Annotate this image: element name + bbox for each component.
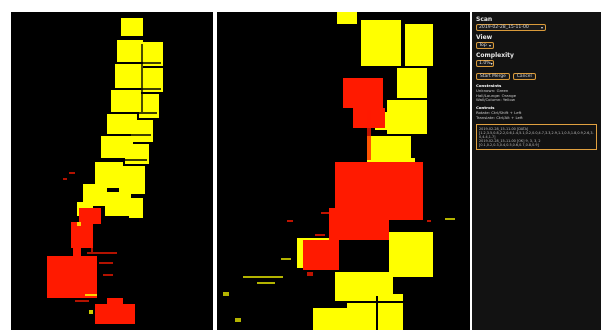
info-heading: Controls — [476, 105, 495, 111]
info-line: Wall/Column: Yellow — [476, 97, 515, 103]
log-line: [0.1,0.2,0.3,0.4,0.5,0.6,0.7,0.8,0.9] — [479, 143, 539, 148]
complexity-label: Complexity — [476, 52, 514, 59]
cancel-button[interactable]: Cancel — [512, 73, 536, 80]
wall-gaps — [335, 22, 433, 330]
scan-select-value: 2019-02-28_15-11-00 — [479, 25, 529, 30]
chevron-down-icon: ▾ — [490, 61, 493, 66]
scan-label: Scan — [476, 16, 493, 23]
point-cloud-render-right — [217, 12, 470, 330]
view-label: View — [476, 34, 493, 41]
info-line: Rotate: Ctrl/Shift + Left — [476, 109, 522, 115]
info-line: Hall/Lounge: Orange — [476, 92, 516, 98]
info-line: Unknown: Green — [476, 87, 509, 93]
log-line: 2019-02-28_15-11-00 [OK] 9, 3, 3, 2 — [479, 139, 541, 144]
room-blocks-yellow — [77, 18, 163, 218]
room-blocks-red — [303, 78, 423, 270]
info-line: Translate: Ctrl/Alt + Left — [476, 114, 523, 120]
complexity-select-value: 1.0% — [479, 61, 491, 66]
action-buttons: Start Merge Cancel — [476, 73, 597, 80]
point-cloud-viewport-left[interactable] — [11, 12, 213, 330]
room-blocks-red — [47, 208, 135, 324]
control-panel: Scan 2019-02-28_15-11-00 ▾ View Top ▾ Co… — [472, 12, 601, 330]
log-line: [1.2,3.5,0.8,2.2,0.6,1.4,5.1,0.2,0.0,4.7… — [479, 130, 594, 139]
view-select[interactable]: Top ▾ — [476, 42, 494, 49]
merge-log: 2019-02-28_15-11-00 [DATA] [1.2,3.5,0.8,2… — [476, 123, 597, 150]
scatter-noise-red — [287, 110, 431, 276]
scatter-noise-red — [63, 172, 117, 318]
scan-select[interactable]: 2019-02-28_15-11-00 ▾ — [476, 24, 546, 31]
chevron-down-icon: ▾ — [540, 25, 543, 30]
wall-gaps — [97, 44, 161, 161]
legend-info: Constraints Unknown: Green Hall/Lounge: Or… — [476, 83, 597, 121]
start-merge-button[interactable]: Start Merge — [476, 73, 510, 80]
point-cloud-viewport-right[interactable] — [217, 12, 470, 330]
complexity-select[interactable]: 1.0% ▾ — [476, 60, 494, 67]
scatter-noise-yellow — [77, 222, 97, 314]
scatter-noise-yellow — [223, 218, 455, 322]
point-cloud-render-left — [11, 12, 213, 330]
log-line: 2019-02-28_15-11-00 [DATA] — [479, 126, 529, 131]
info-heading: Constraints — [476, 83, 502, 88]
chevron-down-icon: ▾ — [488, 43, 491, 48]
view-select-value: Top — [479, 43, 487, 48]
